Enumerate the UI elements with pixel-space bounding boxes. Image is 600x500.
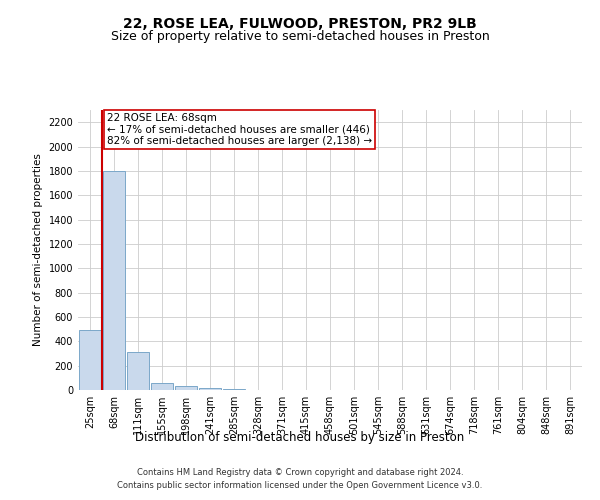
Bar [103, 171, 125, 390]
Bar [151, 384, 173, 390]
Text: 22 ROSE LEA: 68sqm
← 17% of semi-detached houses are smaller (446)
82% of semi-d: 22 ROSE LEA: 68sqm ← 17% of semi-detache… [107, 113, 372, 146]
Y-axis label: Number of semi-detached properties: Number of semi-detached properties [33, 154, 43, 346]
Text: 22, ROSE LEA, FULWOOD, PRESTON, PR2 9LB: 22, ROSE LEA, FULWOOD, PRESTON, PR2 9LB [123, 18, 477, 32]
Bar [199, 388, 221, 390]
Bar [127, 352, 149, 390]
Text: Contains HM Land Registry data © Crown copyright and database right 2024.: Contains HM Land Registry data © Crown c… [137, 468, 463, 477]
Text: Size of property relative to semi-detached houses in Preston: Size of property relative to semi-detach… [110, 30, 490, 43]
Bar [79, 330, 101, 390]
Bar [175, 386, 197, 390]
Text: Distribution of semi-detached houses by size in Preston: Distribution of semi-detached houses by … [136, 431, 464, 444]
Text: Contains public sector information licensed under the Open Government Licence v3: Contains public sector information licen… [118, 480, 482, 490]
